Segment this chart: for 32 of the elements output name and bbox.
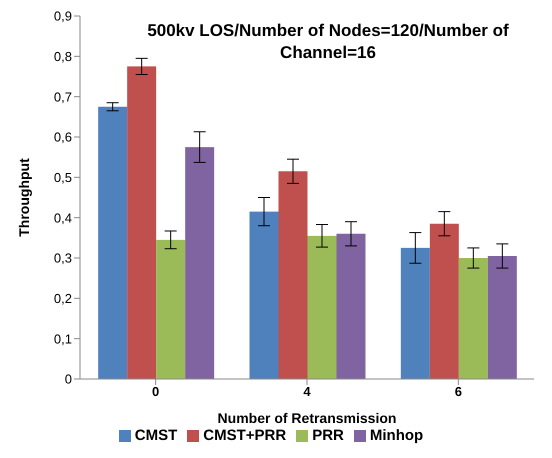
- y-tick-label: 0,5: [54, 170, 72, 185]
- legend-label: PRR: [312, 427, 344, 444]
- y-tick-label: 0,8: [54, 48, 72, 64]
- y-tick-label: 0,9: [54, 8, 72, 24]
- x-tick-label: 4: [303, 384, 312, 400]
- bar: [249, 212, 278, 379]
- bar: [98, 106, 128, 379]
- bar: [488, 256, 517, 379]
- x-tick-label: 6: [454, 384, 462, 400]
- y-tick-label: 0: [64, 372, 72, 387]
- y-tick-label: 0,6: [54, 130, 72, 145]
- bar: [400, 248, 430, 379]
- legend-label: CMST: [134, 427, 178, 444]
- text: 500kv LOS/Number of Nodes=120/Number of Channel=16: [146, 20, 510, 64]
- y-axis-title: Throughput: [16, 158, 32, 237]
- y-tick-label: 0,1: [54, 331, 72, 346]
- legend-label: CMST+PRR: [203, 427, 286, 444]
- bar: [127, 66, 156, 379]
- bar: [336, 234, 366, 379]
- legend-label: Minhop: [370, 427, 424, 444]
- y-tick-label: 0,4: [54, 210, 72, 226]
- bar: [458, 258, 488, 379]
- bar: [156, 240, 186, 379]
- y-tick-label: 0,3: [54, 250, 72, 266]
- bar: [185, 147, 214, 379]
- y-tick-label: 0,2: [54, 290, 72, 306]
- x-tick-label: 0: [152, 384, 160, 400]
- y-tick-label: 0,7: [54, 89, 72, 104]
- bar: [278, 171, 308, 379]
- bar: [430, 224, 459, 379]
- x-axis-title: Number of Retransmission: [218, 410, 396, 426]
- bar: [307, 236, 336, 379]
